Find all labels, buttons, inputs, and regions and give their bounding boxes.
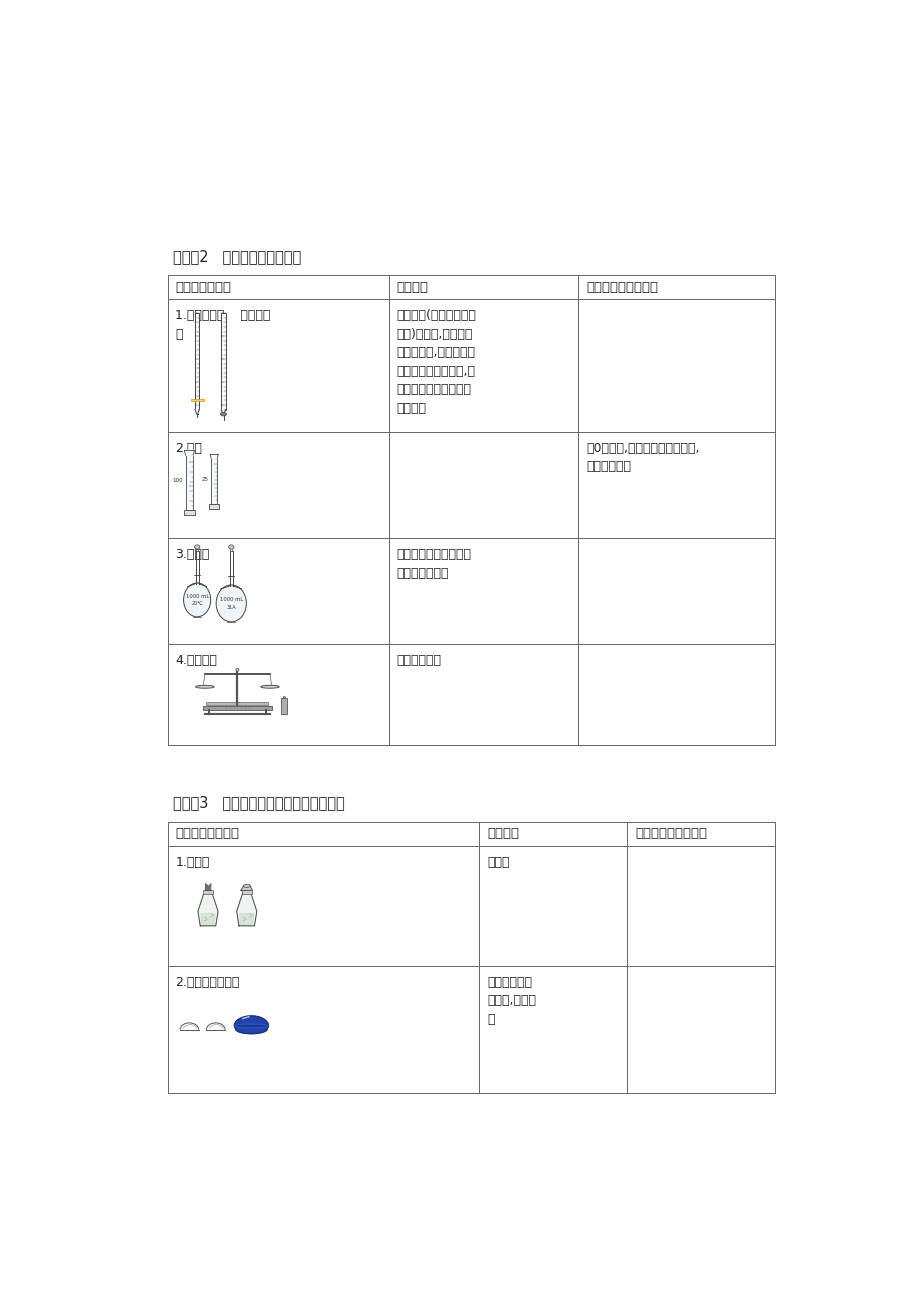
Bar — [280, 698, 287, 715]
Bar — [203, 706, 271, 710]
Text: 蒸发皿用于蒸
发溶剂,浓缩溶
液: 蒸发皿用于蒸 发溶剂,浓缩溶 液 — [486, 975, 536, 1026]
Bar — [210, 458, 217, 504]
Polygon shape — [221, 410, 225, 414]
Polygon shape — [240, 914, 254, 926]
Text: 20℃: 20℃ — [191, 600, 203, 605]
Polygon shape — [234, 1016, 268, 1034]
Ellipse shape — [235, 668, 239, 671]
Polygon shape — [200, 914, 215, 926]
Bar — [221, 314, 225, 410]
Bar — [206, 702, 268, 706]
Polygon shape — [195, 410, 199, 414]
Text: 中和滴定(也可用于其它
滴定)的反应,可准确量
取液体体积,酸式滴定管
盛酸性、氧化性溶液,碱
式滴定管盛碱性、非氧
化性溶液: 中和滴定(也可用于其它 滴定)的反应,可准确量 取液体体积,酸式滴定管 盛酸性、… — [396, 310, 476, 415]
Text: 仪器图形与名称。: 仪器图形与名称。 — [176, 827, 239, 840]
Text: 仪器图形与名称: 仪器图形与名称 — [176, 281, 232, 294]
Ellipse shape — [184, 583, 210, 617]
Text: 31A: 31A — [226, 604, 236, 609]
Text: 2.量筒: 2.量筒 — [176, 441, 202, 454]
Ellipse shape — [283, 697, 285, 698]
Ellipse shape — [221, 413, 226, 415]
Text: 4.托盘天平: 4.托盘天平 — [176, 655, 217, 668]
Text: 主要用途: 主要用途 — [486, 827, 518, 840]
Bar — [184, 510, 195, 514]
Text: 3.容量瓶: 3.容量瓶 — [176, 548, 210, 561]
Ellipse shape — [260, 685, 279, 689]
Text: 1.酸式滴定管    碱式滴定
管: 1.酸式滴定管 碱式滴定 管 — [176, 310, 270, 341]
Bar — [195, 314, 199, 410]
Ellipse shape — [228, 546, 233, 549]
Text: 作热源: 作热源 — [486, 857, 509, 870]
Text: 主要用途: 主要用途 — [396, 281, 428, 294]
Polygon shape — [236, 893, 256, 926]
Bar — [242, 891, 252, 893]
Text: 使用方法及注意事项: 使用方法及注意事项 — [585, 281, 657, 294]
Text: 使用方法及注意事项: 使用方法及注意事项 — [634, 827, 707, 840]
Text: 知识点3   加热、蒸发、蒸馏、结晶的仪器: 知识点3 加热、蒸发、蒸馏、结晶的仪器 — [173, 796, 345, 811]
Polygon shape — [241, 885, 253, 891]
Text: 称量药品质量: 称量药品质量 — [396, 655, 441, 668]
Bar — [209, 504, 219, 509]
Ellipse shape — [194, 546, 199, 549]
Text: 100: 100 — [173, 478, 183, 483]
Ellipse shape — [196, 685, 214, 689]
Bar — [203, 891, 213, 893]
Text: 25: 25 — [201, 477, 209, 482]
Text: 知识点2   计量仪器的使用方法: 知识点2 计量仪器的使用方法 — [173, 249, 301, 264]
Bar — [167, 822, 775, 1092]
Polygon shape — [184, 450, 194, 456]
Bar — [190, 400, 203, 401]
Text: 1000 mL: 1000 mL — [186, 594, 209, 599]
Text: 用于准确配置一定物质
的量浓度的溶液: 用于准确配置一定物质 的量浓度的溶液 — [396, 548, 471, 579]
Bar — [167, 275, 775, 745]
Polygon shape — [210, 454, 218, 458]
Bar — [186, 456, 193, 510]
Text: 1000 mL: 1000 mL — [220, 598, 243, 603]
Polygon shape — [198, 893, 218, 926]
Ellipse shape — [216, 585, 246, 622]
Text: 2.表面皿、蒸发皿: 2.表面皿、蒸发皿 — [176, 975, 240, 988]
Text: 1.酒精灯: 1.酒精灯 — [176, 857, 210, 870]
Text: 无0刻度线,选合适规格减小误差,
读数同滴定管: 无0刻度线,选合适规格减小误差, 读数同滴定管 — [585, 441, 699, 474]
Ellipse shape — [243, 884, 250, 888]
